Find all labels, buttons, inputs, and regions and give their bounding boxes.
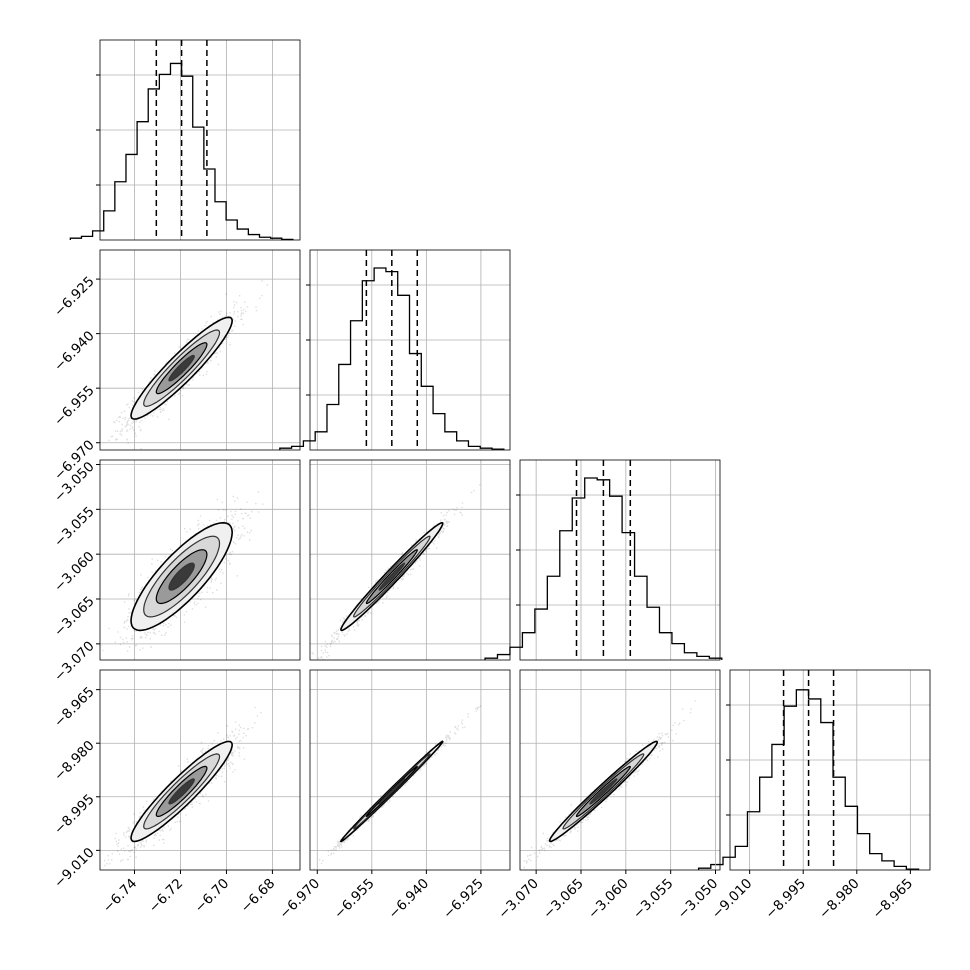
panel-frame-1-0	[99, 249, 301, 451]
contour-2-1-3	[378, 562, 406, 591]
ytick-label-1-3: −6.925	[51, 273, 98, 320]
scatter-panel-2-0: −3.070−3.065−3.060−3.055−3.050	[51, 459, 301, 685]
ytick-label-2-1: −3.065	[51, 593, 98, 640]
scatter-panel-3-2	[519, 669, 721, 871]
hist-frame-2	[519, 459, 721, 661]
xtick-label-0-1: −6.72	[146, 876, 187, 917]
scatter-content-1-0	[100, 280, 269, 450]
ytick-label-2-3: −3.055	[51, 504, 98, 551]
contour-2-0-3	[168, 562, 195, 591]
hist-panel-1	[279, 249, 511, 451]
scatter-content-2-0	[100, 491, 264, 652]
panel-frame-3-0	[99, 669, 301, 871]
contour-3-1-3	[378, 777, 406, 805]
xtick-label-3-1: −8.995	[762, 876, 809, 923]
scatter-content-2-1	[311, 484, 481, 660]
scatter-panel-2-1	[309, 459, 511, 661]
xtick-label-2-2: −3.060	[585, 876, 632, 923]
hist-frame-0	[99, 39, 301, 241]
histogram-2	[484, 477, 723, 660]
scatter-panel-3-1	[309, 669, 511, 871]
xtick-label-0-3: −6.68	[238, 876, 279, 917]
hist-panel-2	[484, 459, 723, 661]
hist-frame-1	[309, 249, 511, 451]
xtick-label-2-0: −3.070	[495, 876, 542, 923]
contour-1-0-3	[168, 354, 195, 382]
scatter-content-3-0	[100, 706, 262, 869]
xtick-label-1-2: −6.940	[386, 876, 433, 923]
xtick-label-2-3: −3.055	[630, 876, 677, 923]
xtick-label-1-0: −6.970	[276, 876, 323, 923]
ytick-label-3-2: −8.980	[51, 738, 98, 785]
xtick-label-0-0: −6.74	[100, 876, 141, 917]
contour-3-0-3	[168, 778, 195, 805]
hist-panel-3	[697, 669, 931, 871]
ytick-label-1-2: −6.940	[51, 328, 98, 375]
xtick-label-2-1: −3.065	[540, 876, 587, 923]
xtick-label-1-1: −6.955	[331, 876, 378, 923]
ytick-label-3-3: −8.965	[51, 684, 98, 731]
scatter-content-3-1	[313, 705, 482, 870]
scatter-panel-3-0: −9.010 −8.995 −8.980 −8.965	[51, 669, 301, 892]
hist-frame-3	[729, 669, 931, 871]
xtick-label-3-2: −8.980	[816, 876, 863, 923]
contour-3-2-3	[589, 778, 618, 805]
panel-frame-2-1	[309, 459, 511, 661]
xtick-label-0-2: −6.70	[192, 876, 233, 917]
ytick-label-2-0: −3.070	[51, 638, 98, 685]
panel-frame-3-1	[309, 669, 511, 871]
panel-frame-2-0	[99, 459, 301, 661]
ytick-label-1-1: −6.955	[51, 383, 98, 430]
xtick-label-3-3: −8.965	[870, 876, 917, 923]
xtick-label-1-3: −6.925	[440, 876, 487, 923]
panel-frame-3-2	[519, 669, 721, 871]
scatter-content-3-2	[523, 700, 696, 869]
scatter-panel-1-0: −6.970−6.955−6.940−6.925	[51, 249, 301, 484]
hist-panel-0	[69, 39, 301, 241]
ytick-label-3-0: −9.010	[51, 845, 98, 892]
ytick-label-2-2: −3.060	[51, 549, 98, 596]
ytick-label-3-1: −8.995	[51, 791, 98, 838]
histogram-0	[69, 62, 294, 241]
